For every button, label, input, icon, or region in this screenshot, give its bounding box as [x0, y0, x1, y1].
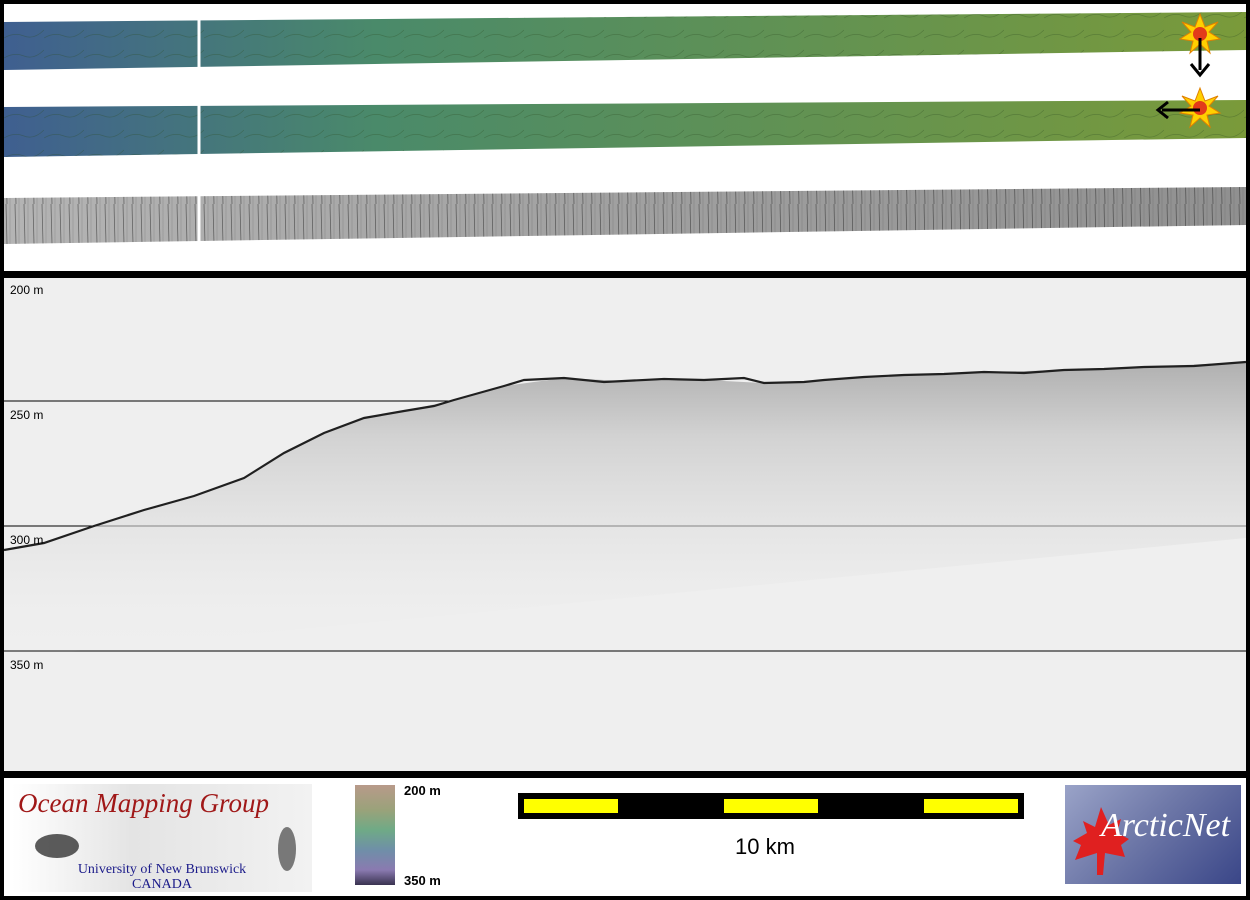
depth-colorbar	[355, 785, 395, 885]
profile-image	[4, 360, 1246, 658]
arrow-down-icon	[1189, 38, 1211, 78]
arcticnet-logo: ArcticNet	[1065, 785, 1241, 884]
swath-image	[4, 12, 1246, 244]
omg-title: Ocean Mapping Group	[18, 788, 269, 818]
footer-panel: Ocean Mapping Group University of New Br…	[4, 778, 1246, 896]
omg-country: CANADA	[132, 877, 192, 892]
depth-label-250: 250 m	[10, 408, 44, 422]
scale-label: 10 km	[735, 834, 795, 859]
sediment-layer	[4, 362, 1246, 658]
depth-label-300: 300 m	[10, 533, 44, 547]
scale-bar	[518, 793, 1024, 819]
bathymetry-strip-1	[4, 12, 1246, 70]
maple-leaf-icon	[1073, 807, 1129, 875]
colorbar-top-label: 200 m	[404, 783, 441, 798]
colorbar-bottom-label: 350 m	[404, 873, 441, 888]
backscatter-strip	[4, 187, 1246, 244]
omg-university: University of New Brunswick	[77, 862, 247, 877]
seafloor-line	[4, 360, 1246, 552]
arcticnet-text: ArcticNet	[1101, 807, 1231, 844]
ocean-mapping-group-logo: Ocean Mapping Group University of New Br…	[12, 784, 312, 892]
depth-label-200: 200 m	[10, 283, 44, 297]
echo-profile-panel: 200 m 250 m 300 m 350 m	[4, 278, 1246, 771]
bathymetry-strip-2	[4, 100, 1246, 157]
ship-sonar-graphic	[35, 827, 296, 871]
swath-panel	[4, 4, 1246, 271]
arrow-left-icon	[1155, 100, 1200, 120]
depth-label-350: 350 m	[10, 658, 44, 672]
